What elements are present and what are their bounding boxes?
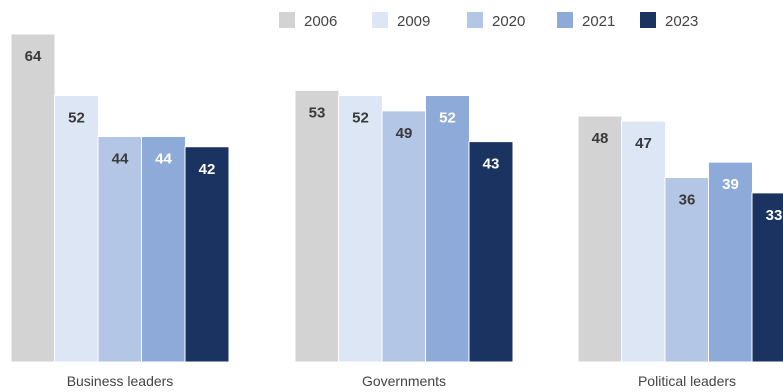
value-labels: 64 52 44 44 42 53 52 49 52 43 48 47 36 39 33	[25, 48, 783, 224]
value-label-political-leaders-2021: 39	[722, 176, 739, 193]
legend-label-2020: 2020	[492, 13, 525, 30]
bars	[10, 33, 783, 363]
value-label-business-leaders-2009: 52	[68, 110, 85, 127]
legend-label-2021: 2021	[582, 13, 615, 30]
bar-political-leaders-2023	[751, 192, 783, 363]
category-labels: Business leaders Governments Political lea…	[67, 373, 736, 389]
bar-business-leaders-2021	[141, 136, 186, 363]
value-label-governments-2023: 43	[483, 156, 500, 173]
legend: 2006 2009 2020 2021 2023	[279, 12, 698, 30]
value-label-business-leaders-2021: 44	[155, 151, 172, 168]
bar-business-leaders-2009	[54, 95, 99, 363]
value-label-political-leaders-2020: 36	[679, 192, 696, 209]
legend-label-2009: 2009	[397, 13, 430, 30]
bar-governments-2009	[338, 95, 383, 363]
legend-label-2023: 2023	[665, 13, 698, 30]
value-label-governments-2009: 52	[352, 110, 369, 127]
bar-political-leaders-2021	[708, 161, 753, 363]
bar-political-leaders-2009	[621, 120, 666, 363]
value-label-political-leaders-2009: 47	[635, 135, 652, 152]
bar-business-leaders-2020	[97, 136, 143, 363]
value-label-political-leaders-2023: 33	[766, 207, 783, 224]
bar-business-leaders-2023	[184, 146, 230, 363]
bar-governments-2006	[294, 89, 340, 363]
value-label-political-leaders-2006: 48	[592, 130, 609, 147]
legend-label-2006: 2006	[304, 13, 337, 30]
category-label-governments: Governments	[362, 373, 446, 389]
value-label-business-leaders-2023: 42	[199, 161, 216, 178]
value-label-business-leaders-2006: 64	[25, 48, 42, 65]
bar-political-leaders-2006	[577, 115, 623, 363]
legend-swatch-2023	[640, 12, 656, 28]
bar-political-leaders-2020	[664, 177, 710, 363]
legend-swatch-2021	[557, 12, 573, 28]
legend-swatch-2006	[279, 12, 295, 28]
legend-swatch-2020	[467, 12, 483, 28]
value-label-governments-2006: 53	[309, 104, 326, 121]
legend-swatch-2009	[372, 12, 388, 28]
value-label-governments-2020: 49	[396, 125, 413, 142]
bar-governments-2023	[468, 141, 514, 363]
bar-business-leaders-2006	[10, 33, 56, 363]
bar-governments-2020	[381, 110, 427, 363]
value-label-business-leaders-2020: 44	[112, 151, 129, 168]
category-label-political-leaders: Political leaders	[638, 373, 736, 389]
category-label-business-leaders: Business leaders	[67, 373, 174, 389]
value-label-governments-2021: 52	[439, 110, 456, 127]
bar-governments-2021	[425, 95, 470, 363]
